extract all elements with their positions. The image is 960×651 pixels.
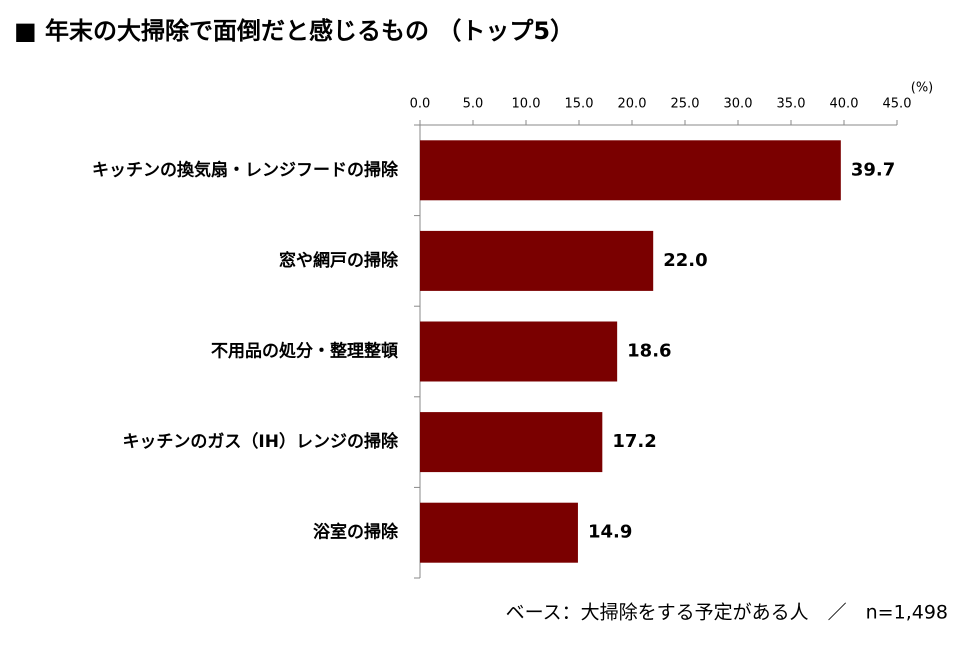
category-label: 窓や網戸の掃除 xyxy=(279,250,399,271)
value-label: 39.7 xyxy=(851,159,895,180)
category-label: キッチンのガス（IH）レンジの掃除 xyxy=(122,431,399,452)
x-tick-label: 40.0 xyxy=(830,97,859,112)
category-label: 不用品の処分・整理整頓 xyxy=(211,341,398,362)
value-label: 22.0 xyxy=(663,250,707,271)
category-label: キッチンの換気扇・レンジフードの掃除 xyxy=(92,159,399,180)
bar xyxy=(420,140,841,201)
x-tick-label: 45.0 xyxy=(883,97,912,112)
footnote: ベース：大掃除をする予定がある人 ／ n=1,498 xyxy=(506,602,948,624)
x-tick-label: 30.0 xyxy=(724,97,753,112)
x-tick-label: 20.0 xyxy=(618,97,647,112)
bar xyxy=(420,412,603,473)
category-label: 浴室の掃除 xyxy=(313,522,399,543)
x-tick-label: 15.0 xyxy=(565,97,594,112)
x-tick-label: 10.0 xyxy=(512,97,541,112)
bar xyxy=(420,502,578,563)
unit-label: (%) xyxy=(911,81,934,96)
bar xyxy=(420,230,654,291)
value-label: 14.9 xyxy=(588,522,632,543)
x-tick-label: 5.0 xyxy=(463,97,484,112)
value-label: 17.2 xyxy=(612,431,656,452)
x-tick-label: 25.0 xyxy=(671,97,700,112)
value-label: 18.6 xyxy=(627,341,671,362)
chart-title: ■ 年末の大掃除で面倒だと感じるもの （トップ5） xyxy=(14,17,574,45)
x-tick-label: 0.0 xyxy=(410,97,431,112)
x-tick-label: 35.0 xyxy=(777,97,806,112)
bar xyxy=(420,321,618,382)
